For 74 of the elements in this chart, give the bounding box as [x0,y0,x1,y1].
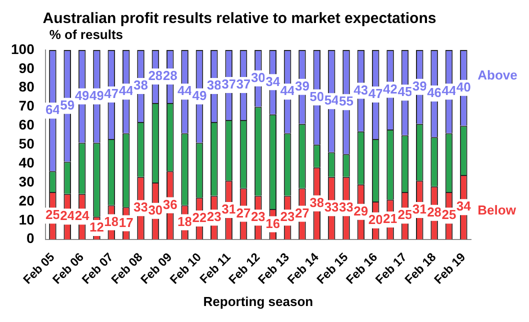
data-label: 38 [206,78,222,93]
y-tick-label: 90 [18,60,35,76]
data-label: 43 [354,82,368,98]
data-label: 37 [236,76,251,92]
data-label: 39 [412,78,427,94]
data-label: 25 [45,207,60,222]
data-label: 28 [427,204,442,220]
y-axis-title: % of results [49,27,124,42]
data-label: 23 [280,209,295,224]
data-label: 16 [266,216,280,231]
data-label: 44 [118,83,134,98]
data-label: 28 [148,68,163,84]
data-label: 38 [134,78,148,93]
data-label: 44 [178,83,193,98]
data-label: 18 [178,214,192,229]
y-tick-label: 10 [18,211,35,228]
data-label: 25 [442,207,456,222]
data-label: 64 [45,102,61,118]
y-tick-label: 40 [18,154,35,170]
data-label: 46 [427,85,442,100]
data-label: 25 [398,207,412,222]
y-tick-label: 50 [18,136,35,152]
data-label: 49 [89,88,104,103]
data-label: 12 [89,220,104,235]
y-tick-label: 80 [18,78,35,95]
x-axis-title: Reporting season [203,294,314,309]
data-label: 31 [222,202,236,217]
data-label: 29 [354,203,368,218]
series-label: Below [478,202,517,218]
data-label: 28 [162,68,178,84]
data-label: 42 [383,81,398,96]
data-label: 59 [60,97,75,112]
data-label: 47 [104,86,119,102]
data-label: 31 [412,202,427,217]
data-label: 37 [222,76,236,92]
data-label: 54 [324,92,340,108]
data-label: 45 [398,84,412,100]
data-label: 18 [104,214,119,229]
y-tick-label: 100 [11,40,35,57]
data-label: 34 [266,74,281,89]
data-label: 30 [148,202,163,218]
data-label: 47 [368,86,383,102]
y-tick-label: 60 [18,116,35,133]
data-label: 20 [368,212,383,227]
data-label: 30 [250,70,266,85]
data-label: 24 [60,208,76,224]
data-label: 49 [192,88,207,103]
data-label: 27 [236,205,251,220]
chart-title: Australian profit results relative to market expectations [42,10,436,28]
data-label: 22 [192,210,207,226]
data-label: 49 [74,88,90,103]
data-label: 34 [456,198,472,214]
data-label: 44 [442,83,457,98]
data-label: 44 [280,83,296,98]
y-tick-label: 30 [18,173,35,190]
data-label: 39 [294,78,310,94]
data-label: 50 [310,88,324,104]
series-label: Above [478,67,518,82]
data-label: 17 [118,214,134,230]
y-tick-label: 70 [18,98,35,114]
data-label: 21 [383,211,398,226]
data-label: 23 [206,209,222,224]
data-label: 24 [74,208,90,224]
data-label: 33 [134,200,148,215]
data-label: 27 [294,205,310,220]
y-tick-label: 20 [18,192,35,208]
data-label: 40 [456,79,471,94]
y-tick-label: 0 [26,230,35,246]
data-label: 36 [162,196,178,212]
data-label: 38 [310,194,324,210]
data-label: 23 [250,209,266,224]
data-label: 55 [339,94,354,109]
data-label: 33 [324,200,339,215]
data-label: 33 [339,200,354,215]
